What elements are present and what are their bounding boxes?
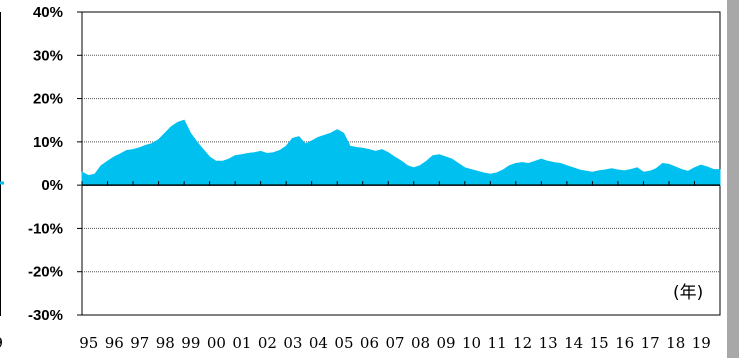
x-tick-label: 07 <box>385 334 404 352</box>
x-tick-label: 00 <box>207 334 226 352</box>
x-tick-label: 99 <box>181 334 200 352</box>
y-tick-label: 30% <box>33 47 63 64</box>
x-tick-label: 15 <box>590 334 609 352</box>
x-unit-label: (年) <box>673 283 703 303</box>
series-group <box>81 119 721 186</box>
x-tick-label: 16 <box>615 334 634 352</box>
x-tick-label: 09 <box>436 334 455 352</box>
x-tick-label: 13 <box>539 334 558 352</box>
y-tick-label: -10% <box>28 220 63 237</box>
x-tick-label: 03 <box>283 334 302 352</box>
x-tick-label: 01 <box>232 334 251 352</box>
x-tick-label: 04 <box>309 334 328 352</box>
x-tick-label: 12 <box>513 334 532 352</box>
x-tick-label: 96 <box>105 334 124 352</box>
x-tick-label: 10 <box>462 334 481 352</box>
x-tick-label: 95 <box>79 334 98 352</box>
right-border <box>727 0 739 358</box>
x-tick-label: 18 <box>666 334 685 352</box>
y-tick-label: 20% <box>33 91 63 108</box>
x-tick-label: 98 <box>156 334 175 352</box>
x-tick-label: 14 <box>564 334 583 352</box>
y-tick-label: 0% <box>41 177 63 194</box>
x-tick-label: 17 <box>641 334 660 352</box>
y-tick-label: -20% <box>28 264 63 281</box>
x-tick-label: 19 <box>692 334 711 352</box>
x-tick-label: 08 <box>411 334 430 352</box>
x-tick-label: 97 <box>130 334 149 352</box>
left-partial-tick-label: 9 <box>0 334 3 352</box>
y-tick-label: 40% <box>33 4 63 21</box>
y-tick-label: 10% <box>33 134 63 151</box>
x-tick-label: 11 <box>488 334 507 352</box>
y-tick-label: -30% <box>28 307 63 324</box>
x-tick-label: 02 <box>258 334 277 352</box>
x-axis-ticks: 95 96 97 98 99 00 01 02 03 04 05 06 07 08 09 10 11 12 13 14… <box>79 181 711 352</box>
x-tick-label: 05 <box>334 334 353 352</box>
y-axis-ticks: 40% 30% 20% 10% 0% -10% -20% -30% <box>28 4 82 324</box>
x-tick-label: 06 <box>360 334 379 352</box>
